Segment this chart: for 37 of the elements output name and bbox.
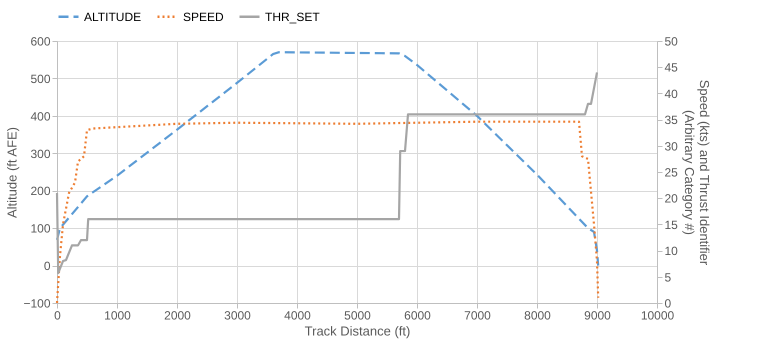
legend-label: ALTITUDE	[84, 10, 142, 24]
x-tick-label: 1000	[104, 308, 132, 322]
x-axis-title: Track Distance (ft)	[304, 324, 410, 338]
y2-tick-label: 10	[664, 244, 678, 258]
x-tick-label: 8000	[524, 308, 552, 322]
y2-tick-label: 0	[664, 296, 672, 310]
y-tick-label: 600	[30, 34, 51, 48]
y-tick-label: 400	[30, 109, 51, 124]
y2-tick-label: 25	[664, 166, 678, 180]
y-tick-label: 100	[30, 222, 51, 236]
y-tick-label: 0	[44, 259, 51, 274]
y-tick-label: 300	[30, 146, 51, 161]
x-tick-label: 6000	[404, 308, 432, 322]
y-axis-title: Altitude (ft AFE)	[4, 126, 20, 218]
y2-tick-label: 15	[664, 218, 678, 232]
x-tick-label: 7000	[464, 308, 492, 322]
x-tick-label: 9000	[584, 308, 612, 322]
x-tick-label: 3000	[224, 308, 252, 322]
y-tick-label: 200	[30, 184, 51, 198]
x-tick-label: 0	[54, 308, 62, 322]
x-tick-label: 2000	[164, 308, 192, 322]
y-tick-label: 500	[30, 72, 51, 86]
y2-tick-label: 20	[664, 192, 678, 206]
y2-tick-label: 45	[664, 60, 678, 75]
legend-label: THR_SET	[265, 10, 320, 24]
y2-axis-title: Speed (kts) and Thrust Identifier (Arbitrary Category #)	[682, 80, 712, 266]
x-tick-label: 5000	[344, 308, 372, 322]
x-tick-label: 4000	[284, 308, 312, 322]
y2-tick-label: 40	[664, 86, 678, 101]
line-series	[56, 120, 600, 304]
y2-tick-label: 5	[664, 270, 672, 284]
y-tick-label: −100	[23, 296, 51, 310]
y2-tick-label: 30	[664, 139, 678, 154]
y2-tick-label: 50	[664, 34, 678, 48]
x-tick-label: 10000	[640, 308, 675, 322]
legend-label: SPEED	[183, 10, 224, 24]
y2-tick-label: 35	[664, 113, 678, 128]
